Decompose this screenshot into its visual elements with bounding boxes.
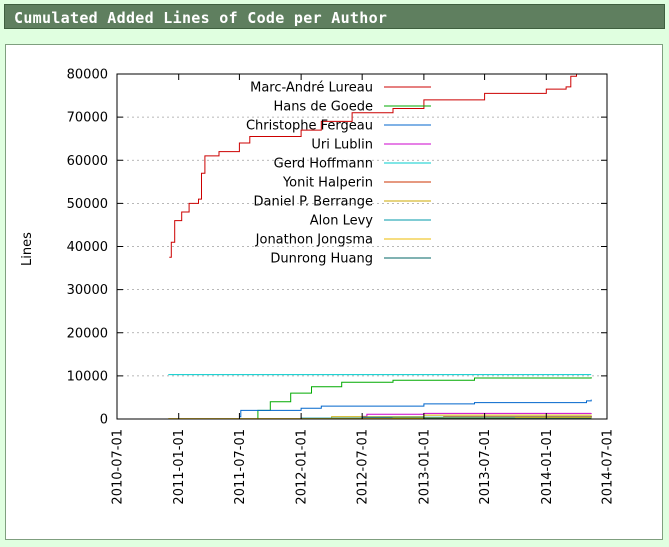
x-tick-label: 2012-07-01 — [356, 429, 371, 505]
page-title: Cumulated Added Lines of Code per Author — [14, 9, 388, 27]
legend-label: Dunrong Huang — [270, 252, 373, 267]
x-tick-label: 2014-01-01 — [540, 429, 555, 505]
y-tick-label: 10000 — [67, 369, 108, 384]
y-tick-label: 30000 — [67, 283, 108, 298]
x-tick-label: 2010-07-01 — [111, 429, 126, 505]
series-line — [239, 399, 592, 418]
legend-label: Christophe Fergeau — [246, 119, 373, 134]
x-tick-label: 2011-07-01 — [233, 429, 248, 505]
legend-label: Daniel P. Berrange — [254, 195, 373, 210]
legend-label: Gerd Hoffmann — [274, 157, 373, 172]
legend-label: Alon Levy — [310, 214, 374, 229]
y-tick-label: 20000 — [67, 326, 108, 341]
x-tick-label: 2014-07-01 — [601, 429, 616, 505]
x-tick-label: 2011-01-01 — [172, 429, 187, 505]
legend-label: Yonit Halperin — [282, 176, 373, 191]
line-chart: 0 10000 20000 30000 40000 50000 60000 70000 8000… — [20, 68, 616, 505]
legend-label: Marc-André Lureau — [250, 81, 373, 96]
y-tick-label: 50000 — [67, 197, 108, 212]
y-axis-label: Lines — [20, 232, 35, 266]
legend-label: Jonathon Jongsma — [255, 233, 373, 248]
series-line — [256, 377, 592, 420]
x-tick-label: 2012-01-01 — [295, 429, 310, 505]
y-tick-label: 60000 — [67, 154, 108, 169]
legend-label: Uri Lublin — [311, 138, 373, 153]
legend: Marc-André Lureau Hans de Goede Christophe… — [246, 81, 431, 267]
y-tick-label: 80000 — [67, 68, 108, 83]
x-tick-label: 2013-01-01 — [417, 429, 432, 505]
page-header: Cumulated Added Lines of Code per Author — [4, 4, 665, 29]
legend-label: Hans de Goede — [273, 100, 373, 115]
y-tick-label: 70000 — [67, 111, 108, 126]
grid-lines — [117, 116, 607, 377]
chart-panel: 0 10000 20000 30000 40000 50000 60000 70000 8000… — [5, 44, 663, 540]
y-tick-label: 0 — [100, 413, 108, 428]
y-tick-label: 40000 — [67, 240, 108, 255]
x-tick-label: 2013-07-01 — [478, 429, 493, 505]
axes: 0 10000 20000 30000 40000 50000 60000 70000 8000… — [67, 68, 616, 505]
series-line — [169, 74, 577, 258]
